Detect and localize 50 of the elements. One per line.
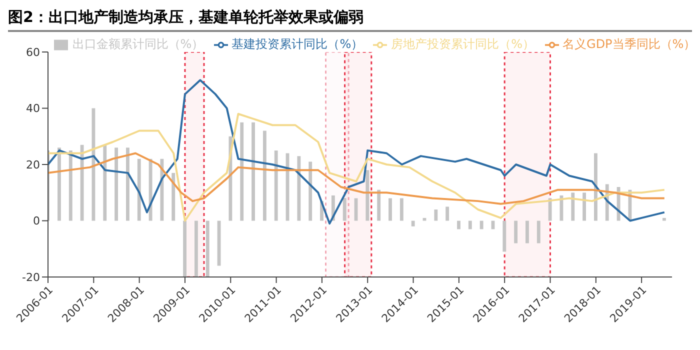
y-tick-label: 40 xyxy=(26,102,40,116)
bar xyxy=(411,220,415,226)
bar xyxy=(366,170,370,221)
bar xyxy=(446,206,450,221)
bar xyxy=(548,198,552,221)
bar xyxy=(58,148,61,221)
bar xyxy=(514,220,518,244)
bar xyxy=(252,122,255,221)
bar xyxy=(457,220,460,230)
bar xyxy=(194,220,198,277)
line-series xyxy=(48,152,666,205)
bar xyxy=(80,144,84,221)
bar xyxy=(582,192,586,221)
bar xyxy=(103,144,107,221)
bar xyxy=(536,220,540,244)
bar xyxy=(206,220,210,277)
bar xyxy=(114,148,118,221)
y-tick-label: 60 xyxy=(26,46,40,59)
bar xyxy=(480,220,484,230)
bar xyxy=(137,158,141,221)
bar xyxy=(274,150,278,221)
bar xyxy=(662,218,666,221)
bar xyxy=(571,192,575,221)
legend-label: 基建投资累计同比（%） xyxy=(232,37,364,51)
y-tick-label: -20 xyxy=(22,270,40,284)
bar xyxy=(297,156,301,221)
bar xyxy=(388,198,392,221)
chart-title: 图2：出口地产制造均承压，基建单轮托举效果或偏弱 xyxy=(8,8,692,32)
bar xyxy=(377,190,381,221)
bar xyxy=(172,172,176,221)
bar xyxy=(422,218,426,221)
bar xyxy=(342,198,346,221)
bar xyxy=(308,162,312,221)
line-series xyxy=(48,112,666,222)
bar xyxy=(68,150,72,221)
bar xyxy=(240,122,244,221)
bar xyxy=(183,220,186,277)
legend-label: 名义GDP当季同比（%） xyxy=(562,37,696,51)
y-tick-label: 0 xyxy=(33,214,40,228)
bar xyxy=(262,130,266,221)
bar xyxy=(126,148,130,221)
bar xyxy=(502,220,506,252)
bar xyxy=(468,220,472,230)
bar xyxy=(526,220,529,244)
line-series xyxy=(48,79,666,225)
bar xyxy=(434,210,438,221)
bar xyxy=(400,198,404,221)
y-tick-label: 20 xyxy=(26,158,40,172)
legend-label: 房地产投资累计同比（%） xyxy=(391,37,535,51)
legend-label: 出口金额累计同比（%） xyxy=(72,37,204,51)
